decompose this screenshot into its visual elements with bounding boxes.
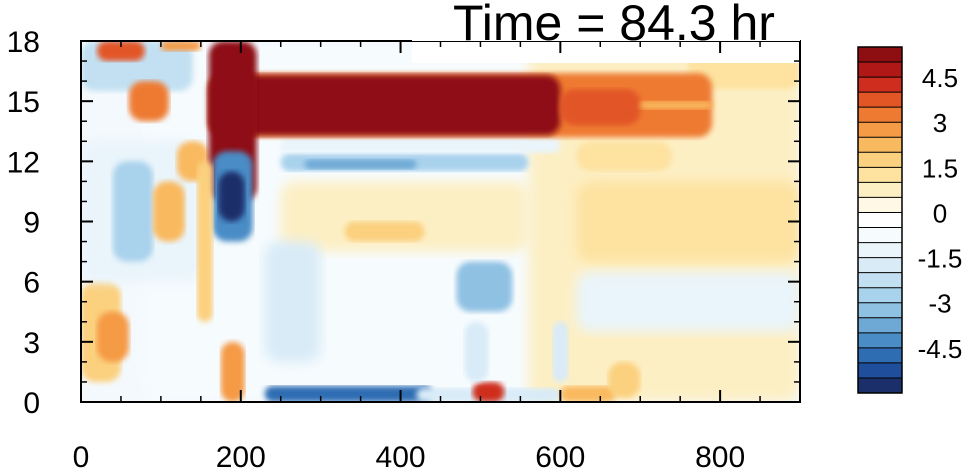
colorbar-bin [858, 47, 902, 63]
contour-region [264, 385, 433, 402]
colorbar-bin [858, 227, 902, 244]
colorbar-bin [858, 242, 902, 259]
colorbar-bin [858, 257, 902, 274]
contour-region [196, 161, 213, 322]
chart-title: Time = 84.3 hr [453, 0, 775, 51]
colorbar-tick-label: 3 [933, 108, 947, 138]
x-tick-label: 600 [535, 441, 585, 473]
colorbar-bin [858, 302, 902, 319]
contour-region [208, 75, 561, 136]
contour-region [344, 221, 425, 242]
colorbar-bin [858, 77, 902, 93]
y-tick-label: 15 [7, 86, 40, 119]
contour-region [280, 137, 561, 154]
x-tick-label: 800 [695, 441, 745, 473]
field-contours [81, 41, 800, 402]
y-tick-label: 12 [7, 146, 40, 179]
x-tick-label: 200 [216, 441, 266, 473]
colorbar-frame [857, 46, 903, 394]
y-tick-label: 18 [7, 26, 40, 59]
colorbar-bin [858, 122, 902, 138]
colorbar-bin [858, 362, 902, 379]
colorbar-tick-label: -4.5 [918, 334, 963, 364]
colorbar-bin [858, 272, 902, 289]
contour-region [96, 311, 129, 362]
contour-region [264, 241, 321, 362]
x-axis-tick-labels: 0 200 400 600 800 [73, 441, 745, 473]
title-background [412, 0, 800, 41]
colorbar-bin [858, 332, 902, 349]
colorbar-labels: 4.5 3 1.5 0 -1.5 -3 -4.5 [918, 63, 963, 364]
colorbar-tick-label: 1.5 [922, 153, 958, 183]
contour-region [112, 161, 153, 262]
axis-ticks [80, 40, 801, 403]
contour-region [608, 361, 641, 398]
colorbar-bin [858, 317, 902, 334]
colorbar-bin [858, 182, 902, 198]
contour-region [128, 81, 169, 122]
colorbar-bin [858, 92, 902, 108]
colorbar-tick-label: 4.5 [922, 63, 958, 93]
colorbar-bin [858, 197, 902, 213]
contour-region [464, 321, 489, 382]
x-tick-label: 0 [73, 441, 90, 473]
colorbar-tick-label: 0 [933, 198, 947, 228]
colorbar [857, 46, 903, 394]
contour-region [152, 181, 185, 242]
colorbar-tick-label: -1.5 [918, 244, 963, 274]
contour-region [552, 321, 569, 382]
colorbar-bin [858, 287, 902, 304]
colorbar-bin [858, 152, 902, 168]
y-tick-label: 9 [23, 207, 40, 240]
contour-region [560, 385, 617, 402]
contour-region [640, 101, 713, 110]
title-mask [412, 41, 800, 63]
contour-region [280, 181, 529, 252]
y-tick-label: 0 [23, 387, 40, 420]
contour-region [96, 41, 145, 62]
colorbar-bin [858, 347, 902, 364]
contour-region [576, 271, 800, 332]
contour-region [218, 171, 245, 222]
contour-region [472, 381, 505, 402]
x-tick-label: 400 [376, 441, 426, 473]
colorbar-bin [858, 377, 902, 394]
contour-region [560, 89, 641, 126]
heatmap-field [81, 41, 800, 402]
contour-region [576, 141, 673, 172]
colorbar-bin [858, 62, 902, 78]
contour-region [220, 341, 245, 402]
colorbar-bin [858, 107, 902, 123]
colorbar-bin [858, 167, 902, 183]
contour-region [160, 41, 201, 52]
y-tick-label: 3 [23, 327, 40, 360]
contour-region [456, 261, 513, 312]
colorbar-bin [858, 137, 902, 153]
y-axis-tick-labels: 0 3 6 9 12 15 18 [7, 26, 40, 420]
colorbar-bin [858, 212, 902, 229]
colorbar-tick-label: -3 [928, 289, 951, 319]
contour-region [576, 181, 800, 262]
contour-region [304, 159, 417, 170]
y-tick-label: 6 [23, 267, 40, 300]
